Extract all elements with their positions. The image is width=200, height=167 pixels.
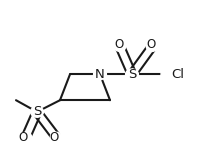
- Circle shape: [114, 42, 126, 51]
- Circle shape: [50, 132, 62, 142]
- Text: O: O: [146, 38, 156, 51]
- Circle shape: [146, 42, 158, 51]
- Circle shape: [126, 69, 138, 80]
- Text: S: S: [33, 105, 41, 118]
- Text: O: O: [49, 131, 59, 144]
- Text: O: O: [18, 131, 28, 144]
- Text: O: O: [114, 38, 124, 51]
- Text: N: N: [95, 68, 105, 81]
- Circle shape: [94, 69, 106, 80]
- Circle shape: [20, 132, 32, 142]
- Circle shape: [161, 68, 177, 81]
- Text: S: S: [128, 68, 136, 81]
- Circle shape: [31, 107, 43, 117]
- Text: Cl: Cl: [171, 68, 184, 81]
